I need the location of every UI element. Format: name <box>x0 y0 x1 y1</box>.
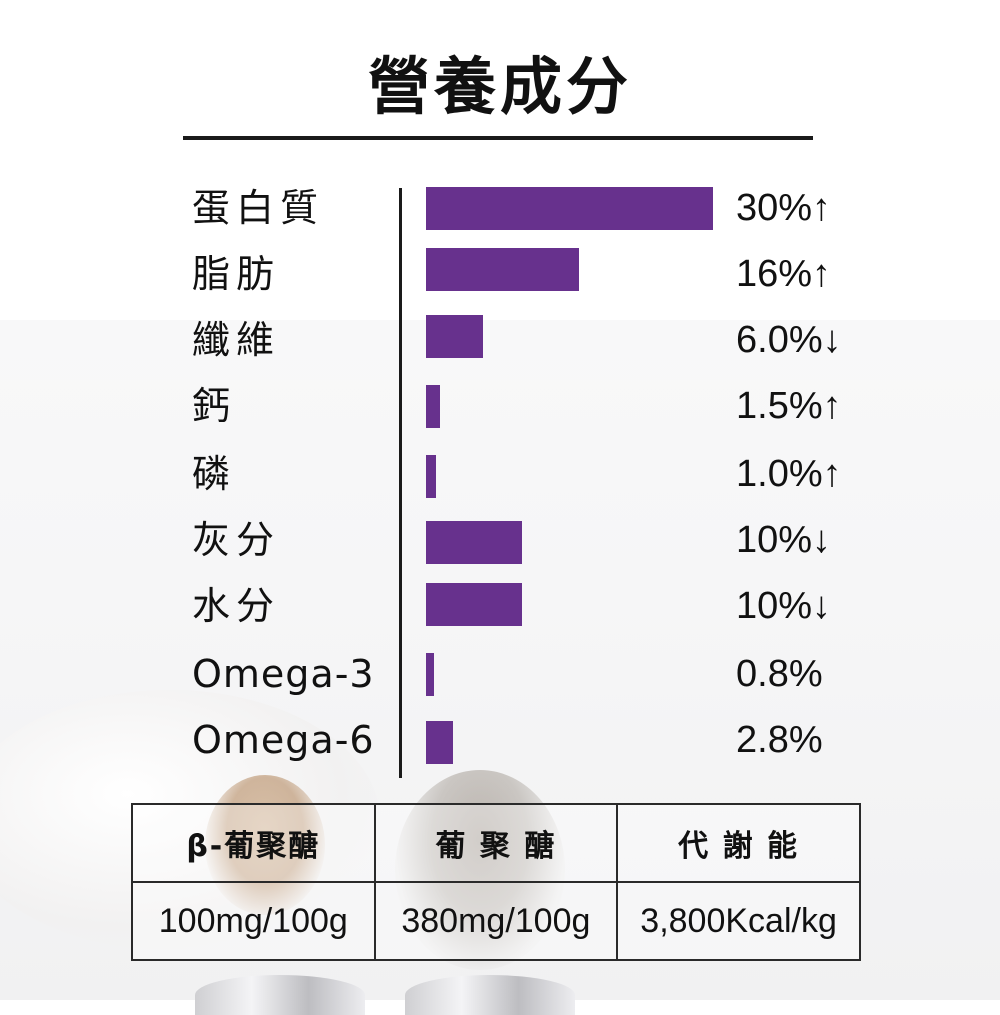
row-value: 1.5%↑ <box>736 385 842 427</box>
bar <box>426 187 713 230</box>
bar <box>426 521 522 564</box>
row-value: 30%↑ <box>736 187 832 229</box>
value-glucan: 380mg/100g <box>373 881 619 961</box>
row-label: 磷 <box>192 452 237 496</box>
food-bowl <box>405 975 575 1015</box>
bar <box>426 721 453 764</box>
bar <box>426 315 483 358</box>
row-label: Omega-6 <box>192 718 375 762</box>
row-value: 1.0%↑ <box>736 453 842 495</box>
title-underline <box>183 136 813 140</box>
value-metabolic-energy: 3,800Kcal/kg <box>616 881 861 961</box>
bar <box>426 385 440 428</box>
spec-table-value-row: 100mg/100g 380mg/100g 3,800Kcal/kg <box>131 881 861 961</box>
row-label: 蛋白質 <box>192 186 325 230</box>
row-value: 0.8% <box>736 653 823 695</box>
row-label: 灰分 <box>192 518 281 562</box>
spec-table-header-row: β-葡聚醣 葡 聚 醣 代 謝 能 <box>131 803 861 883</box>
bar <box>426 248 579 291</box>
row-label: 纖維 <box>192 318 281 362</box>
row-value: 6.0%↓ <box>736 319 842 361</box>
bar <box>426 455 436 498</box>
row-label: Omega-3 <box>192 652 375 696</box>
row-value: 10%↓ <box>736 519 832 561</box>
row-label: 鈣 <box>192 384 237 428</box>
row-label: 水分 <box>192 584 281 628</box>
spec-table: β-葡聚醣 葡 聚 醣 代 謝 能 100mg/100g 380mg/100g … <box>131 803 861 961</box>
chart-axis-line <box>399 188 402 778</box>
bar <box>426 653 434 696</box>
header-beta-glucan: β-葡聚醣 <box>131 803 376 883</box>
value-beta-glucan: 100mg/100g <box>131 881 376 961</box>
page-title: 營養成分 <box>367 50 632 123</box>
row-value: 16%↑ <box>736 253 832 295</box>
header-metabolic-energy: 代 謝 能 <box>616 803 861 883</box>
row-label: 脂肪 <box>192 252 281 296</box>
bar <box>426 583 522 626</box>
row-value: 10%↓ <box>736 585 832 627</box>
row-value: 2.8% <box>736 719 823 761</box>
header-glucan: 葡 聚 醣 <box>373 803 619 883</box>
food-bowl <box>195 975 365 1015</box>
